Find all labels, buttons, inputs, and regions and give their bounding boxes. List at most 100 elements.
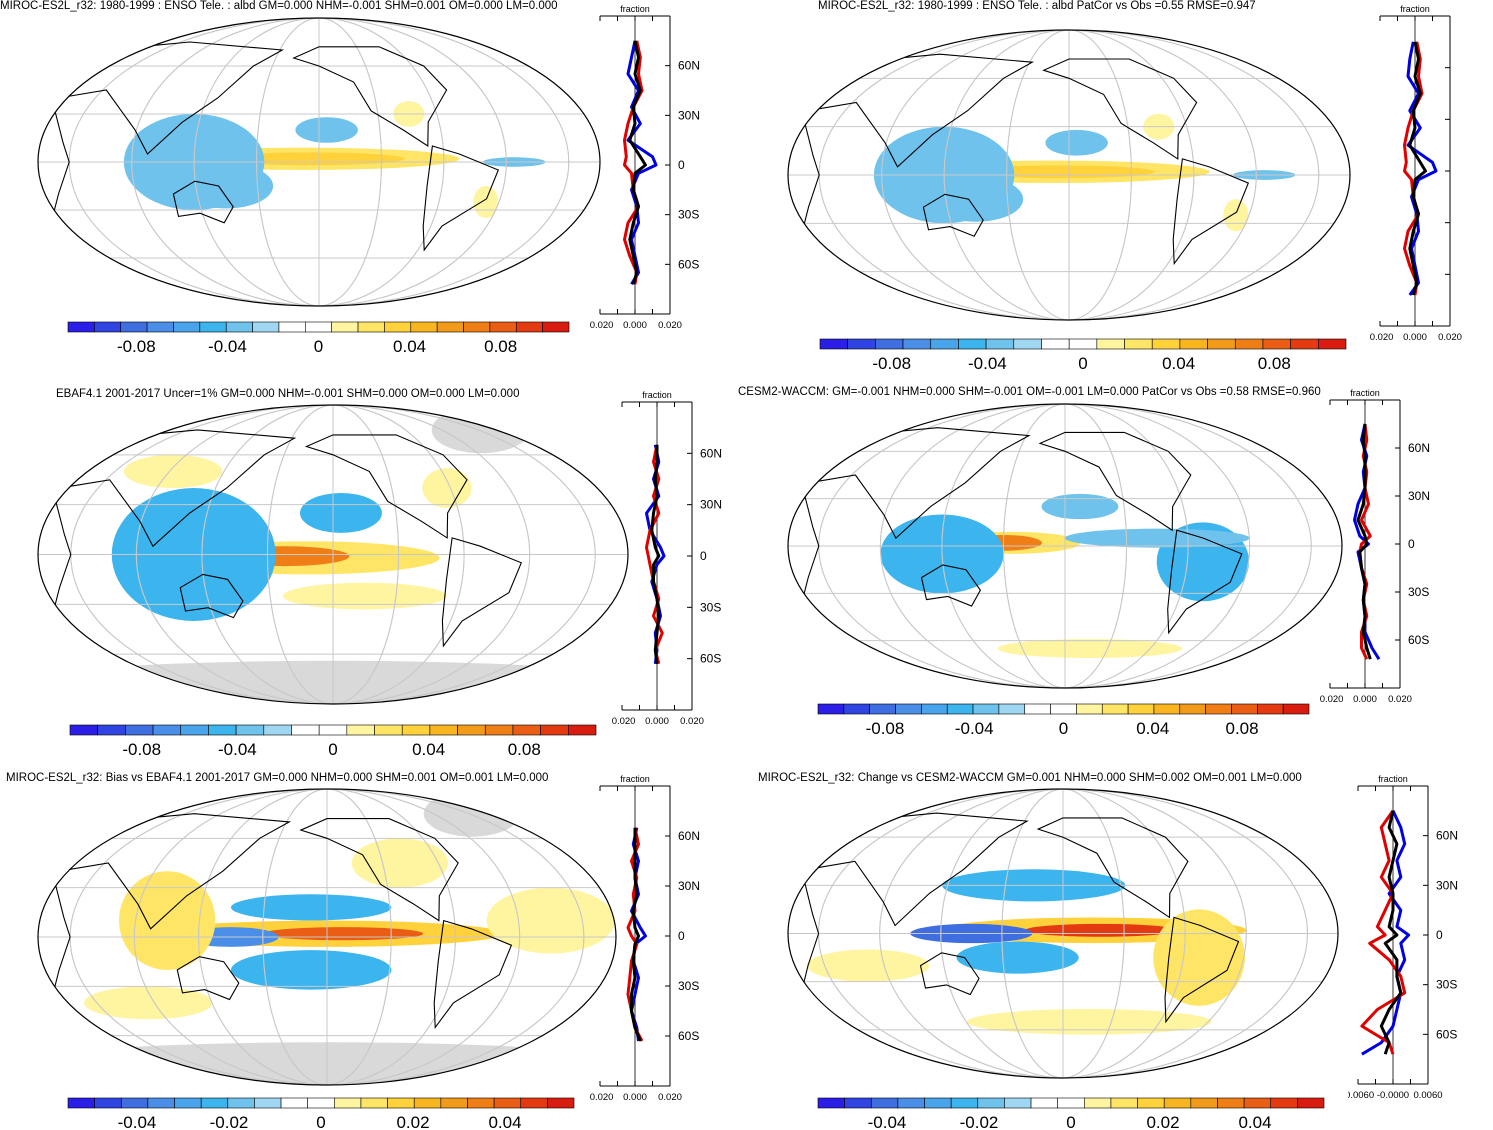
colorbar-tick-label: -0.04	[868, 1113, 907, 1130]
north-america-coastline	[1036, 817, 1189, 919]
south-pacific-anomaly	[230, 950, 392, 990]
profile-x-tick-label: 0.0060	[1413, 1090, 1442, 1101]
north-pacific-anomaly	[299, 493, 382, 533]
profile-header: fraction	[1350, 388, 1380, 398]
profile-x-tick-label: -0.020	[590, 1092, 613, 1103]
lat-tick-label: 0	[1408, 537, 1415, 551]
colorbar-swatch	[924, 1097, 952, 1109]
australia-coastline	[179, 573, 244, 619]
lat-tick-label: 0	[678, 158, 685, 172]
colorbar-swatch	[844, 1097, 872, 1109]
profile-x-tick-label: -0.020	[612, 716, 635, 727]
south-pacific-anomaly	[179, 163, 274, 209]
panel5-colorbar: -0.04 -0.02 0 0.02 0.04	[67, 1097, 575, 1130]
colorbar-swatch	[950, 1097, 979, 1109]
panel5-profile: fraction 60N 30N 0 30S 60S -0.020 0.000 0.020	[590, 774, 700, 1103]
profile-x-tick-label: 0.020	[680, 716, 704, 727]
colorbar-tick-label: 0.04	[412, 740, 445, 759]
panel5-title: MIROC-ES2L_r32: Bias vs EBAF4.1 2001-201…	[6, 772, 549, 784]
colorbar-swatch	[1231, 703, 1258, 715]
colorbar-swatch	[1282, 703, 1310, 715]
colorbar-swatch	[540, 724, 569, 736]
southern-ocean-anomaly	[997, 639, 1183, 659]
colorbar-swatch	[819, 338, 848, 350]
colorbar-swatch	[410, 321, 438, 333]
colorbar-swatch	[1096, 338, 1125, 350]
lat-tick-label: 30S	[678, 208, 699, 222]
blue-profile-line	[1361, 810, 1411, 1056]
colorbar-swatch	[199, 321, 227, 333]
colorbar-swatch	[998, 703, 1026, 715]
north-america-coastline	[292, 46, 448, 148]
colorbar-swatch	[173, 321, 201, 333]
colorbar-swatch	[870, 1097, 899, 1109]
africa-coastline	[788, 114, 820, 232]
lat-tick-label: 30N	[1436, 878, 1458, 892]
profile-x-tick-label: -0.020	[1370, 332, 1393, 343]
colorbar-swatch	[1068, 338, 1098, 350]
lat-tick-label: 60S	[678, 257, 699, 271]
north-america-anomaly	[351, 838, 449, 888]
colorbar-tick-label: -0.08	[872, 354, 911, 373]
colorbar-swatch	[1076, 703, 1103, 715]
colorbar-swatch	[902, 338, 932, 350]
lat-tick-label: 30S	[700, 600, 721, 614]
colorbar-swatch	[318, 724, 348, 736]
southern-ocean-anomaly	[967, 1008, 1212, 1035]
lat-tick-label: 60S	[1436, 1027, 1457, 1041]
profile-x-tick-label: 0.000	[1403, 332, 1427, 343]
north-america-anomaly	[422, 468, 472, 508]
colorbar-tick-label: -0.04	[955, 719, 994, 738]
north-america-coastline	[1042, 58, 1198, 160]
colorbar-swatch	[921, 703, 948, 715]
colorbar-tick-label: 0.04	[1136, 719, 1169, 738]
colorbar-swatch	[413, 1097, 442, 1109]
colorbar-swatch	[520, 1097, 548, 1109]
profile-header: fraction	[1400, 4, 1430, 14]
colorbar-swatch	[252, 321, 280, 333]
lat-tick-label: 60S	[678, 1029, 699, 1043]
panel5-map	[37, 788, 617, 1086]
colorbar-swatch	[1179, 338, 1208, 350]
south-america-coastline	[1172, 158, 1250, 266]
colorbar-swatch	[1257, 703, 1284, 715]
north-america-coastline	[304, 434, 468, 539]
indian-ocean-anomaly	[119, 871, 216, 970]
colorbar-swatch	[94, 321, 122, 333]
colorbar-swatch	[174, 1097, 202, 1109]
lat-tick-label: 60N	[700, 446, 722, 460]
colorbar-tick-label: 0.08	[508, 740, 541, 759]
profile-x-tick-label: 0.020	[658, 320, 682, 331]
colorbar-swatch	[946, 703, 974, 715]
enso-core-anomaly	[262, 927, 424, 941]
lat-tick-label: 0	[700, 549, 707, 563]
profile-x-tick-label: 0.000	[623, 1092, 647, 1103]
africa-coastline	[788, 487, 820, 602]
colorbar-swatch	[457, 724, 486, 736]
south-america-coastline	[422, 145, 500, 252]
lat-tick-label: 60S	[700, 652, 721, 666]
south-pacific-anomaly	[956, 941, 1079, 974]
colorbar-tick-label: -0.04	[208, 337, 247, 356]
colorbar-tick-label: 0.08	[1258, 354, 1291, 373]
panel1-map	[37, 17, 601, 307]
colorbar-swatch	[120, 1097, 149, 1109]
colorbar-swatch	[1013, 338, 1042, 350]
africa-coastline	[788, 873, 820, 991]
panel2-colorbar: -0.08 -0.04 0 0.04 0.08	[819, 338, 1347, 373]
lat-tick-label: 30N	[700, 498, 722, 512]
greenland-mask	[431, 406, 531, 454]
colorbar-tick-label: -0.02	[960, 1113, 999, 1130]
profile-x-tick-label: 0.020	[658, 1092, 682, 1103]
colorbar-tick-label: 0.08	[484, 337, 517, 356]
colorbar-tick-label: 0.04	[488, 1113, 521, 1130]
black-profile-line	[1356, 423, 1372, 660]
south-america-coastline	[433, 919, 513, 1029]
colorbar-swatch	[515, 321, 543, 333]
colorbar-swatch	[147, 1097, 175, 1109]
colorbar-swatch	[493, 1097, 522, 1109]
colorbar-tick-label: -0.08	[122, 740, 161, 759]
north-america-coastline	[1038, 431, 1192, 532]
eurasia-anomaly	[123, 454, 223, 489]
colorbar-tick-label: 0.04	[1238, 1113, 1271, 1130]
